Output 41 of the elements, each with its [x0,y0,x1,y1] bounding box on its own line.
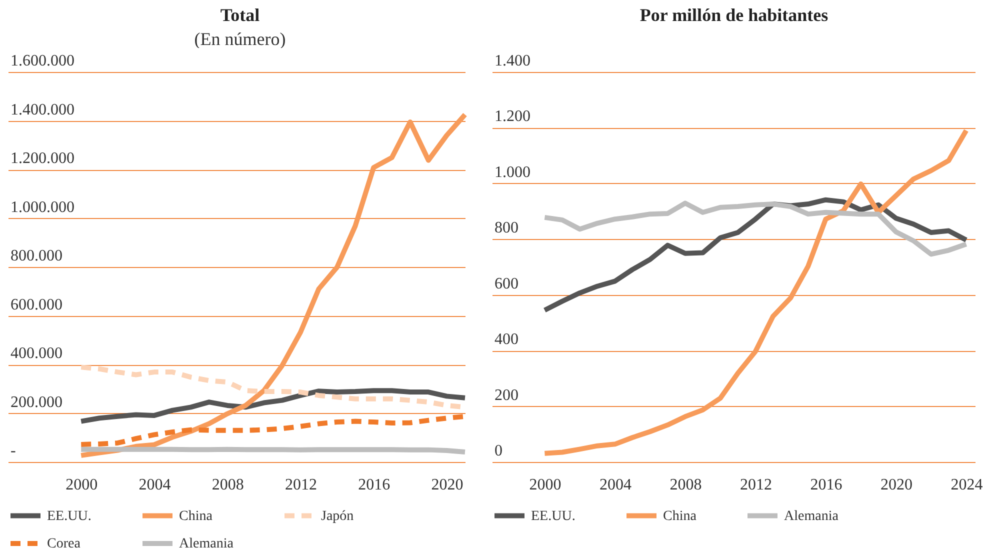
legend-label: China [179,508,214,524]
y-tick-label: 1.000.000 [10,198,74,216]
y-tick-label: 800 [494,220,518,237]
x-tick-label: 2012 [284,476,317,494]
x-tick-label: 2020 [431,476,464,494]
y-tick-label: - [10,442,16,460]
x-tick-label: 2016 [358,476,390,494]
y-tick-label: 1.000 [494,164,530,181]
x-tick-label: 2008 [212,476,244,494]
x-tick-label: 2004 [599,476,632,494]
legend-label: Japón [321,508,354,524]
y-tick-label: 200 [494,386,518,404]
y-tick-label: 200.000 [10,394,62,411]
chart-title: Por millón de habitantes [638,4,830,27]
legend-label: Alemania [179,536,234,552]
y-tick-label: 600 [494,275,518,292]
y-tick-label: 1.400 [494,52,530,70]
x-tick-label: 2016 [810,476,842,494]
x-tick-label: 2008 [670,476,702,494]
y-tick-label: 1.200.000 [10,150,74,167]
legend-label: China [663,508,698,524]
x-tick-label: 2012 [740,476,772,494]
x-tick-label: 2024 [950,476,983,494]
y-tick-label: 0 [494,442,502,460]
chart-title: Total [219,4,261,27]
chart-subtitle: (En número) [193,28,287,50]
x-tick-label: 2020 [880,476,912,494]
legend-label: Alemania [784,508,840,524]
x-tick-label: 2000 [529,476,562,494]
y-tick-label: 1.600.000 [10,52,74,70]
x-tick-label: 2000 [66,476,98,494]
y-tick-label: 600.000 [10,296,62,314]
y-tick-label: 1.200 [494,108,530,126]
legend-label: Corea [47,536,82,552]
y-tick-label: 800.000 [10,248,62,264]
x-tick-label: 2004 [138,476,171,494]
y-tick-label: 400 [494,331,518,348]
legend-label: EE.UU. [531,508,576,524]
y-tick-label: 400.000 [10,345,62,362]
legend-label: EE.UU. [47,508,92,524]
y-tick-label: 1.400.000 [10,101,74,118]
